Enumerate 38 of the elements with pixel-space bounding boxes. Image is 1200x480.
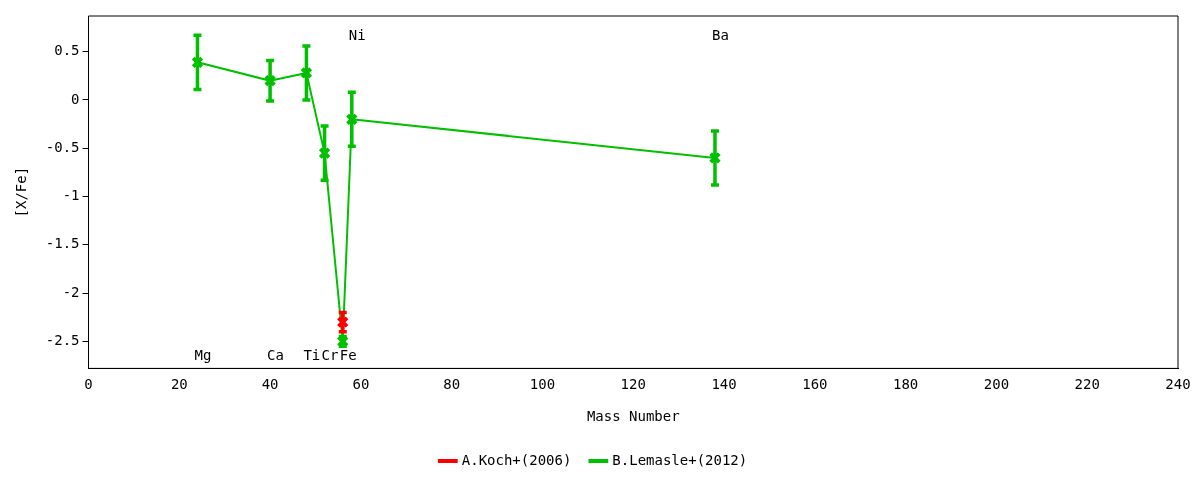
x-tick-label: 240 [1165, 376, 1191, 393]
y-tick-label: 0.5 [54, 42, 80, 59]
x-tick-label: 220 [1074, 376, 1100, 393]
point [345, 113, 359, 126]
annotation: Ti [303, 347, 321, 364]
annotation: Mg [194, 347, 212, 364]
x-tick-label: 80 [443, 376, 461, 393]
annotation: Fe [339, 347, 357, 364]
legend-label: A.Koch+(2006) [461, 451, 572, 468]
point [191, 56, 204, 69]
y-tick-label: 0 [71, 90, 80, 107]
y-tick-label: -0.5 [45, 138, 80, 155]
x-tick-label: 180 [892, 376, 919, 393]
x-tick-label: 20 [170, 376, 188, 393]
x-tick-label: 100 [529, 376, 556, 393]
y-axis-title: [X/Fe] [13, 166, 30, 218]
y-tick-label: -1.5 [45, 235, 80, 252]
point [300, 66, 313, 80]
x-tick-label: 160 [802, 376, 828, 393]
x-tick-label: 120 [620, 376, 646, 393]
y-tick-label: -2.5 [45, 332, 80, 349]
y-tick-label: -2 [62, 283, 80, 300]
legend-label: B.Lemasle+(2012) [612, 451, 748, 468]
x-tick-label: 60 [352, 376, 370, 393]
annotation: Cr [321, 347, 339, 364]
annotation: Ba [711, 26, 729, 43]
x-tick-label: 40 [261, 376, 279, 393]
x-axis-title: Mass Number [586, 408, 680, 425]
x-tick-label: 200 [983, 376, 1010, 393]
x-tick-label: 0 [84, 376, 93, 393]
point [708, 151, 722, 165]
point [318, 146, 331, 160]
annotation: Ca [267, 347, 284, 364]
point [263, 74, 277, 87]
y-tick-label: -1 [62, 187, 80, 204]
annotation: Ni [348, 26, 366, 43]
x-tick-label: 140 [711, 376, 737, 393]
point [336, 315, 349, 329]
